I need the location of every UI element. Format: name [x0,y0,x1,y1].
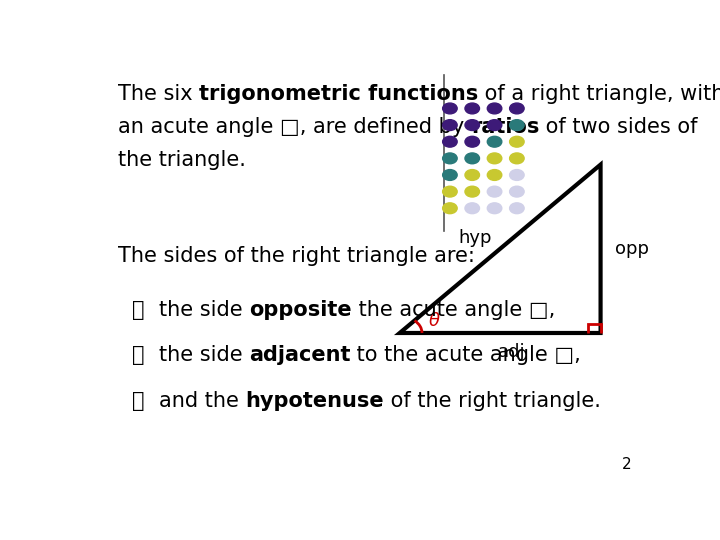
Circle shape [465,103,480,114]
Text: to the acute angle □,: to the acute angle □, [351,346,581,366]
Text: hyp: hyp [458,230,492,247]
Text: adjacent: adjacent [249,346,351,366]
Circle shape [487,203,502,214]
Circle shape [510,136,524,147]
Circle shape [465,186,480,197]
Circle shape [510,103,524,114]
Circle shape [465,120,480,131]
Text: ⓞ: ⓞ [132,391,144,411]
Text: 2: 2 [621,457,631,472]
Text: the triangle.: the triangle. [118,150,246,170]
Text: opp: opp [615,240,649,258]
Text: opposite: opposite [249,300,351,320]
Text: adj: adj [498,343,525,361]
Text: of a right triangle, with: of a right triangle, with [478,84,720,104]
Text: trigonometric functions: trigonometric functions [199,84,478,104]
Circle shape [487,170,502,180]
Circle shape [465,153,480,164]
Circle shape [487,153,502,164]
Circle shape [487,186,502,197]
Circle shape [443,136,457,147]
Text: The six: The six [118,84,199,104]
Circle shape [443,170,457,180]
Text: and the: and the [158,391,245,411]
Circle shape [510,203,524,214]
Text: the acute angle □,: the acute angle □, [351,300,554,320]
Circle shape [510,170,524,180]
Text: of two sides of: of two sides of [539,117,698,137]
Text: ⓞ: ⓞ [132,300,144,320]
Circle shape [443,120,457,131]
Circle shape [510,153,524,164]
Circle shape [510,120,524,131]
Circle shape [465,170,480,180]
Text: ratios: ratios [471,117,539,137]
Text: hypotenuse: hypotenuse [245,391,384,411]
Circle shape [443,153,457,164]
Text: ⓞ: ⓞ [132,346,144,366]
Circle shape [443,103,457,114]
Text: θ: θ [429,312,440,330]
Text: an acute angle □, are defined by: an acute angle □, are defined by [118,117,471,137]
Circle shape [487,120,502,131]
Circle shape [510,186,524,197]
Text: The sides of the right triangle are:: The sides of the right triangle are: [118,246,474,266]
Circle shape [443,186,457,197]
Text: of the right triangle.: of the right triangle. [384,391,600,411]
Circle shape [487,136,502,147]
Circle shape [465,136,480,147]
Text: the side: the side [158,346,249,366]
Circle shape [465,203,480,214]
Text: the side: the side [158,300,249,320]
Circle shape [487,103,502,114]
Circle shape [443,203,457,214]
